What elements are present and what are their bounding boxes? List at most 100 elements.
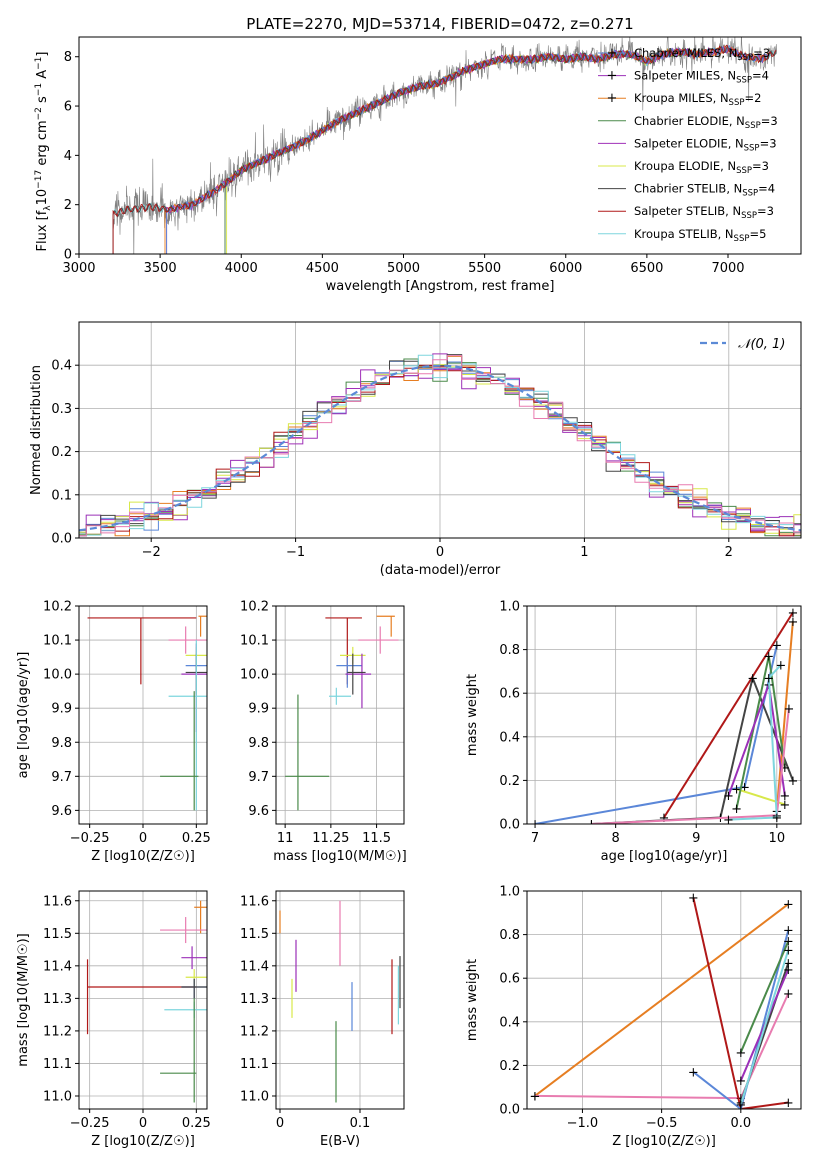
axes-residuals: −2 −1 0 1 2 0.0 0.1 0.2 0.3 0.4 (data-model)/error… <box>29 321 802 578</box>
plot-area-residuals <box>79 353 801 537</box>
weight-marker: + <box>783 935 794 950</box>
y-tick-label: 9.6 <box>248 804 269 819</box>
weight-marker: + <box>530 818 541 833</box>
mass-Z-x-label: Z [log10(Z/Z☉)] <box>91 1134 195 1149</box>
residual-y-label: Normed distribution <box>29 365 44 495</box>
y-tick-label: 11.6 <box>240 894 269 909</box>
legend-label: 𝒩(0, 1) <box>738 337 785 352</box>
y-tick-label: 0.4 <box>499 1015 520 1030</box>
y-tick-label: 9.8 <box>51 736 72 751</box>
y-tick-label: 9.7 <box>248 770 269 785</box>
x-tick-label: 6500 <box>630 261 663 276</box>
plot-area-spectrum <box>112 37 777 254</box>
y-tick-label: 11.5 <box>240 927 269 942</box>
legend-marker: + <box>607 46 618 61</box>
x-tick-label: −1 <box>286 545 305 560</box>
x-tick-label: 6000 <box>549 261 582 276</box>
axes-frame <box>275 890 405 1110</box>
y-tick-label: 0.1 <box>51 488 72 503</box>
y-tick-label: 1.0 <box>499 885 520 900</box>
x-tick-label: 0 <box>139 1116 147 1131</box>
x-tick-label: 0.0 <box>730 1116 751 1131</box>
axes-weight_vs_Z: +++ ++++ ++++++++++++−1.0 −0.5 0.0 0.0 0.2 0.4 0… <box>465 885 802 1149</box>
y-tick-label: 10.0 <box>43 668 72 683</box>
plot-area-mass_vs_Z <box>86 900 207 1103</box>
plot-area-weight_vs_Z: +++ ++++ ++++++++++++ <box>529 891 794 1118</box>
spectrum-x-label: wavelength [Angstrom, rest frame] <box>326 279 555 294</box>
y-tick-label: 10.2 <box>240 600 269 615</box>
age-Z-y-label: age [log10(age/yr)] <box>16 652 31 779</box>
y-tick-label: 11.1 <box>240 1057 269 1072</box>
spectrum-model-line <box>112 44 777 254</box>
weight-Z-y-label: mass weight <box>465 959 480 1041</box>
age-mass-x-label: mass [log10(M/M☉)] <box>273 849 406 864</box>
y-tick-label: 8 <box>64 50 72 65</box>
y-tick-label: 0.2 <box>499 774 520 789</box>
weight-marker: + <box>783 924 794 939</box>
weight-marker: + <box>779 798 790 813</box>
weight-marker: + <box>735 1074 746 1089</box>
histogram-step <box>79 364 801 537</box>
y-tick-label: 10.2 <box>43 600 72 615</box>
x-tick-label: 11.5 <box>362 831 391 846</box>
x-tick-label: 3500 <box>144 261 177 276</box>
weight-marker: + <box>779 789 790 804</box>
x-tick-label: −0.5 <box>646 1116 678 1131</box>
y-tick-label: 11.1 <box>43 1057 72 1072</box>
plot-area-mass_vs_ebv <box>279 900 401 1103</box>
weight-marker: + <box>735 1103 746 1118</box>
y-tick-label: 0.6 <box>499 687 520 702</box>
legend-label: Chabrier ELODIE, NSSP=3 <box>634 114 778 131</box>
y-tick-label: 0.4 <box>499 730 520 745</box>
weight-marker: + <box>586 818 597 833</box>
y-tick-label: 11.0 <box>240 1089 269 1104</box>
weight-line <box>739 949 790 1105</box>
x-tick-label: 10 <box>769 831 786 846</box>
y-tick-label: 0.0 <box>499 818 520 833</box>
gaussian-curve <box>79 364 801 532</box>
weight-marker: + <box>779 761 790 776</box>
legend-label: Kroupa ELODIE, NSSP=3 <box>634 159 769 176</box>
y-tick-label: 11.6 <box>43 894 72 909</box>
x-tick-label: 5000 <box>387 261 420 276</box>
y-tick-label: 9.8 <box>248 736 269 751</box>
weight-line <box>663 611 794 819</box>
y-tick-label: 9.7 <box>51 770 72 785</box>
x-tick-label: 3000 <box>62 261 95 276</box>
y-tick-label: 10.1 <box>240 634 269 649</box>
y-tick-label: 11.4 <box>43 959 72 974</box>
y-tick-label: 2 <box>64 198 72 213</box>
weight-marker: + <box>723 813 734 828</box>
age-Z-x-label: Z [log10(Z/Z☉)] <box>91 849 195 864</box>
weight-marker: + <box>783 898 794 913</box>
y-tick-label: 0.6 <box>499 972 520 987</box>
mass-ebv-x-label: E(B-V) <box>320 1134 360 1149</box>
y-tick-label: 0.2 <box>499 1059 520 1074</box>
weight-marker: + <box>659 811 670 826</box>
weight-marker: + <box>688 1065 699 1080</box>
axes-frame <box>526 605 802 825</box>
y-tick-label: 0.4 <box>51 359 72 374</box>
y-tick-label: 0.8 <box>499 643 520 658</box>
weight-marker: + <box>783 943 794 958</box>
y-tick-label: 11.5 <box>43 927 72 942</box>
weight-marker: + <box>731 802 742 817</box>
y-tick-label: 1.0 <box>499 600 520 615</box>
weight-marker: + <box>529 1089 540 1104</box>
x-tick-label: −0.25 <box>70 1116 110 1131</box>
x-tick-label: 7 <box>531 831 539 846</box>
weight-marker: + <box>735 1046 746 1061</box>
weight-marker: + <box>688 891 699 906</box>
legend-label: Kroupa MILES, NSSP=2 <box>634 91 761 108</box>
y-tick-label: 11.3 <box>43 992 72 1007</box>
weight-marker: + <box>529 1089 540 1104</box>
residual-x-label: (data-model)/error <box>380 563 501 578</box>
histogram-step <box>79 354 801 537</box>
weight-line <box>692 929 790 1109</box>
x-tick-label: 2 <box>725 545 733 560</box>
x-tick-label: −1.0 <box>567 1116 599 1131</box>
weight-marker: + <box>783 987 794 1002</box>
weight-age-y-label: mass weight <box>465 674 480 756</box>
axes-age_vs_mass: 11 11.25 11.5 9.6 9.7 9.8 9.9 10.0 10.1 10.2 mass … <box>240 600 407 865</box>
weight-line <box>775 621 794 811</box>
